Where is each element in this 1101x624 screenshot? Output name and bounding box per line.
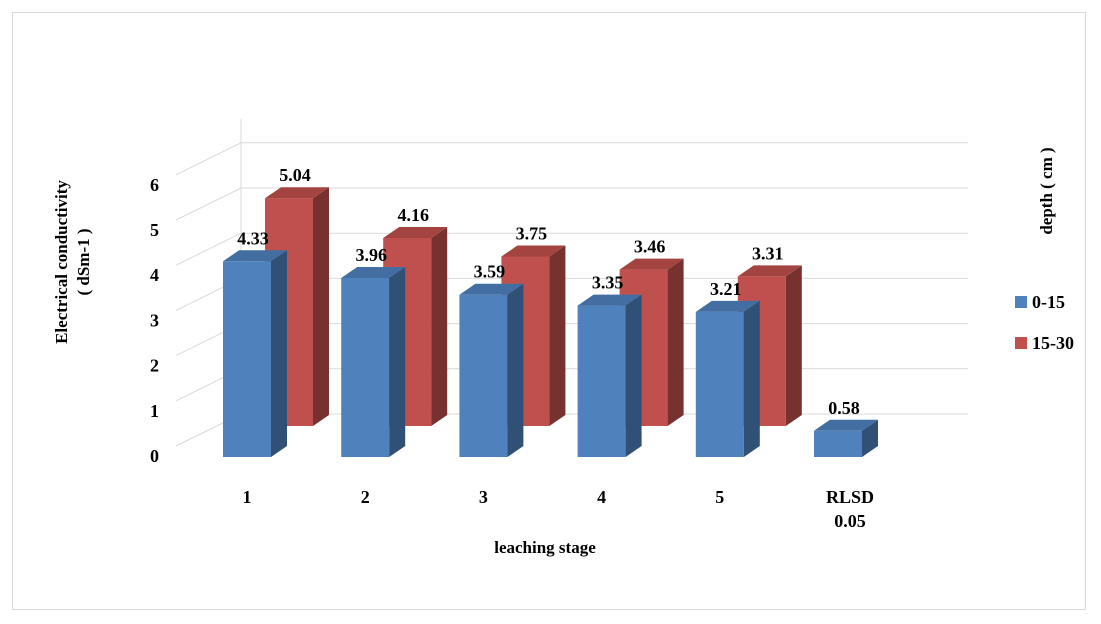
- chart-plot: 0 1 2 3 4 5 6 5.04 4.16 3.75 3.46 3.31 4.33 3.96 3.59…: [52, 118, 1074, 557]
- y-tick-label: 1: [150, 401, 159, 421]
- x-tick-label: RLSD 0.05: [826, 487, 874, 531]
- y-axis-unit: ( dSm-1 ): [74, 228, 93, 295]
- y-axis-ticks: 0 1 2 3 4 5 6: [150, 175, 159, 466]
- data-labels-layer: 5.04 4.16 3.75 3.46 3.31 4.33 3.96 3.59 3.35 3.21…: [237, 165, 860, 418]
- y-tick-label: 5: [150, 220, 159, 240]
- bar-side-face: [743, 300, 760, 457]
- x-tick-label: 2: [361, 487, 370, 507]
- data-label-0-15-5: 3.21: [710, 279, 742, 299]
- bar-front-face: [459, 294, 508, 457]
- y-axis-title: Electrical conductivity: [52, 180, 71, 344]
- bar-top-face: [265, 187, 329, 199]
- bar-front-face: [814, 430, 862, 457]
- x-axis-title: leaching stage: [494, 538, 596, 557]
- x-tick-label: 3: [479, 487, 488, 507]
- legend-title: depth ( cm ): [1037, 147, 1056, 234]
- bar-front-face: [223, 261, 271, 457]
- bar-top-face: [459, 283, 524, 295]
- bar-top-face: [737, 265, 802, 277]
- y-tick-label: 4: [150, 265, 159, 285]
- y-tick-label: 0: [150, 446, 159, 466]
- chart-frame: 0 1 2 3 4 5 6 5.04 4.16 3.75 3.46 3.31 4.33 3.96 3.59…: [12, 12, 1086, 610]
- legend-entry-0-15[interactable]: 0-15: [1015, 292, 1065, 312]
- x-tick-label: 1: [243, 487, 252, 507]
- bar-top-face: [341, 267, 406, 279]
- bar-front-face: [341, 278, 390, 457]
- bar-side-face: [271, 250, 287, 457]
- bar-side-face: [785, 265, 802, 426]
- bar-top-face: [695, 300, 760, 312]
- x-axis-ticks: 1 2 3 4 5 RLSD 0.05: [243, 487, 875, 531]
- data-label-15-30-4: 3.46: [634, 237, 666, 257]
- data-label-0-15-RLSD-0.05: 0.58: [828, 398, 860, 418]
- data-label-0-15-4: 3.35: [592, 273, 624, 293]
- bar-side-face: [431, 226, 448, 426]
- y-tick-label: 2: [150, 356, 159, 376]
- legend-swatch-0-15: [1015, 296, 1027, 308]
- bar-side-face: [667, 258, 684, 426]
- bar-0-15-1: [223, 250, 287, 457]
- legend-label-15-30: 15-30: [1032, 333, 1074, 353]
- legend: 0-15 15-30: [1015, 292, 1074, 353]
- bar-side-face: [549, 245, 566, 426]
- bar-front-face: [695, 311, 744, 457]
- data-label-0-15-2: 3.96: [355, 245, 387, 265]
- bar-0-15-4: [577, 294, 642, 457]
- legend-label-0-15: 0-15: [1032, 292, 1065, 312]
- data-label-15-30-2: 4.16: [397, 205, 429, 225]
- y-tick-label: 3: [150, 310, 159, 330]
- bar-side-face: [313, 187, 329, 426]
- x-tick-label: 4: [597, 487, 606, 507]
- bar-side-face: [389, 267, 406, 457]
- data-label-15-30-3: 3.75: [516, 224, 548, 244]
- y-tick-label: 6: [150, 175, 159, 195]
- bar-top-face: [223, 250, 287, 262]
- data-label-15-30-1: 5.04: [279, 165, 311, 185]
- bar-top-face: [383, 226, 448, 238]
- bar-side-face: [862, 419, 878, 457]
- bars-layer: [223, 187, 878, 457]
- bar-0-15-RLSD-0.05: [814, 419, 878, 457]
- bar-top-face: [814, 419, 878, 431]
- data-label-0-15-3: 3.59: [474, 262, 506, 282]
- x-tick-label: 5: [715, 487, 724, 507]
- bar-front-face: [577, 305, 626, 457]
- bar-0-15-5: [695, 300, 760, 457]
- bar-top-face: [619, 258, 684, 270]
- bar-0-15-3: [459, 283, 524, 457]
- bar-top-face: [577, 294, 642, 306]
- data-label-15-30-5: 3.31: [752, 243, 784, 263]
- data-label-0-15-1: 4.33: [237, 228, 269, 248]
- bar-top-face: [501, 245, 566, 257]
- legend-entry-15-30[interactable]: 15-30: [1015, 333, 1074, 353]
- bar-0-15-2: [341, 267, 406, 457]
- bar-side-face: [507, 283, 524, 457]
- legend-swatch-15-30: [1015, 337, 1027, 349]
- bar-side-face: [625, 294, 642, 457]
